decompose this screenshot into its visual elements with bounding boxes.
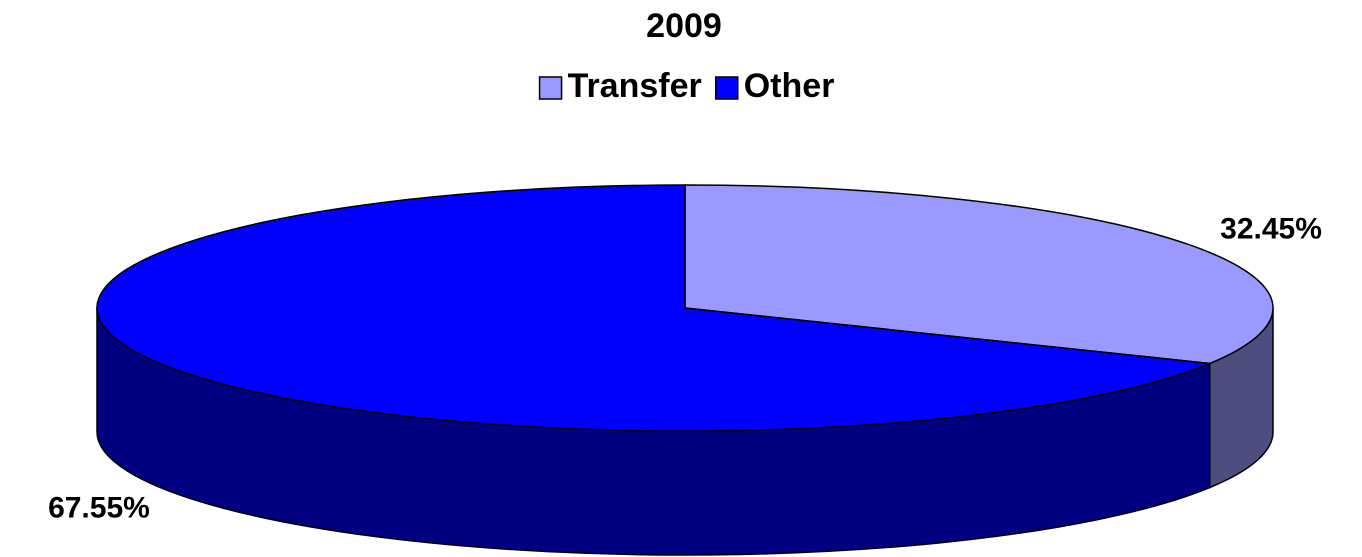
legend-swatch: [538, 76, 563, 100]
legend: Transfer Other: [538, 67, 835, 105]
legend-label: Other: [744, 67, 835, 105]
legend-label: Transfer: [568, 67, 702, 105]
pie-slice: [96, 184, 1211, 432]
data-label: 67.55%: [48, 491, 150, 524]
chart-title: 2009: [646, 7, 722, 45]
legend-swatch: [715, 76, 739, 100]
pie-slice: [684, 184, 1274, 365]
data-label: 32.45%: [1220, 212, 1322, 245]
